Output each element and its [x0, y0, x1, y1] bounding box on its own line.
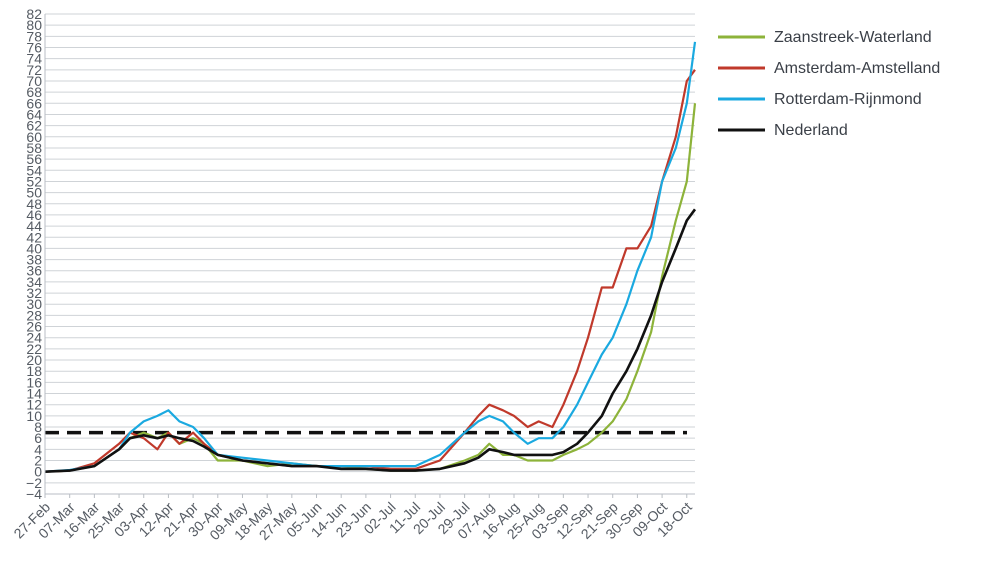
y-tick-label: 40 — [26, 240, 42, 256]
y-tick-label: 14 — [26, 386, 42, 402]
series-line-nederland — [44, 208, 697, 473]
y-tick-label: 48 — [26, 196, 42, 212]
y-tick-labels: −4−2024681012141618202224262830323436384… — [26, 6, 42, 502]
y-tick-label: 42 — [26, 229, 42, 245]
y-tick-label: 4 — [34, 441, 42, 457]
y-tick-label: 8 — [34, 419, 42, 435]
y-tick-label: 60 — [26, 129, 42, 145]
series-lines — [44, 41, 697, 473]
y-tick-label: 18 — [26, 363, 42, 379]
y-tick-label: 72 — [26, 62, 42, 78]
y-tick-label: 70 — [26, 73, 42, 89]
axes — [44, 14, 695, 498]
y-tick-label: 2 — [34, 453, 42, 469]
x-tick-labels: 27-Feb07-Mar16-Mar25-Mar03-Apr12-Apr21-A… — [10, 499, 695, 544]
y-tick-label: 68 — [26, 84, 42, 100]
series-line-rotterdam-rijnmond — [44, 41, 697, 473]
y-tick-label: 38 — [26, 252, 42, 268]
y-tick-label: 24 — [26, 330, 42, 346]
y-tick-label: 6 — [34, 430, 42, 446]
y-tick-label: 66 — [26, 95, 42, 111]
y-tick-label: 0 — [34, 464, 42, 480]
y-tick-label: 26 — [26, 319, 42, 335]
y-tick-label: 30 — [26, 296, 42, 312]
legend: Zaanstreek-Waterland Amsterdam-Amstelland… — [718, 29, 940, 139]
y-tick-label: 20 — [26, 352, 42, 368]
y-tick-label: 78 — [26, 28, 42, 44]
y-tick-label: 62 — [26, 118, 42, 134]
series-line-amsterdam-amstelland — [44, 69, 696, 473]
y-tick-label: 82 — [26, 6, 42, 22]
y-tick-label: 46 — [26, 207, 42, 223]
y-tick-label: 22 — [26, 341, 42, 357]
y-tick-label: 50 — [26, 185, 42, 201]
y-tick-label: 34 — [26, 274, 42, 290]
y-tick-label: 56 — [26, 151, 42, 167]
legend-label-zaanstreek-waterland: Zaanstreek-Waterland — [774, 29, 932, 46]
legend-label-nederland: Nederland — [774, 122, 848, 139]
y-tick-label: −4 — [26, 486, 42, 502]
y-tick-label: 10 — [26, 408, 42, 424]
y-tick-label: 58 — [26, 140, 42, 156]
y-tick-label: 28 — [26, 307, 42, 323]
y-tick-label: 52 — [26, 173, 42, 189]
y-tick-label: 74 — [26, 51, 42, 67]
y-tick-label: 64 — [26, 106, 42, 122]
legend-label-amsterdam-amstelland: Amsterdam-Amstelland — [774, 60, 940, 77]
y-tick-label: 44 — [26, 218, 42, 234]
y-tick-label: 32 — [26, 285, 42, 301]
y-tick-label: 76 — [26, 39, 42, 55]
y-tick-label: −2 — [26, 475, 42, 491]
legend-label-rotterdam-rijnmond: Rotterdam-Rijnmond — [774, 91, 922, 108]
y-tick-label: 12 — [26, 397, 42, 413]
series-line-zaanstreek-waterland — [44, 103, 697, 473]
y-tick-label: 16 — [26, 374, 42, 390]
y-tick-label: 80 — [26, 17, 42, 33]
y-tick-label: 54 — [26, 162, 42, 178]
y-tick-label: 36 — [26, 263, 42, 279]
